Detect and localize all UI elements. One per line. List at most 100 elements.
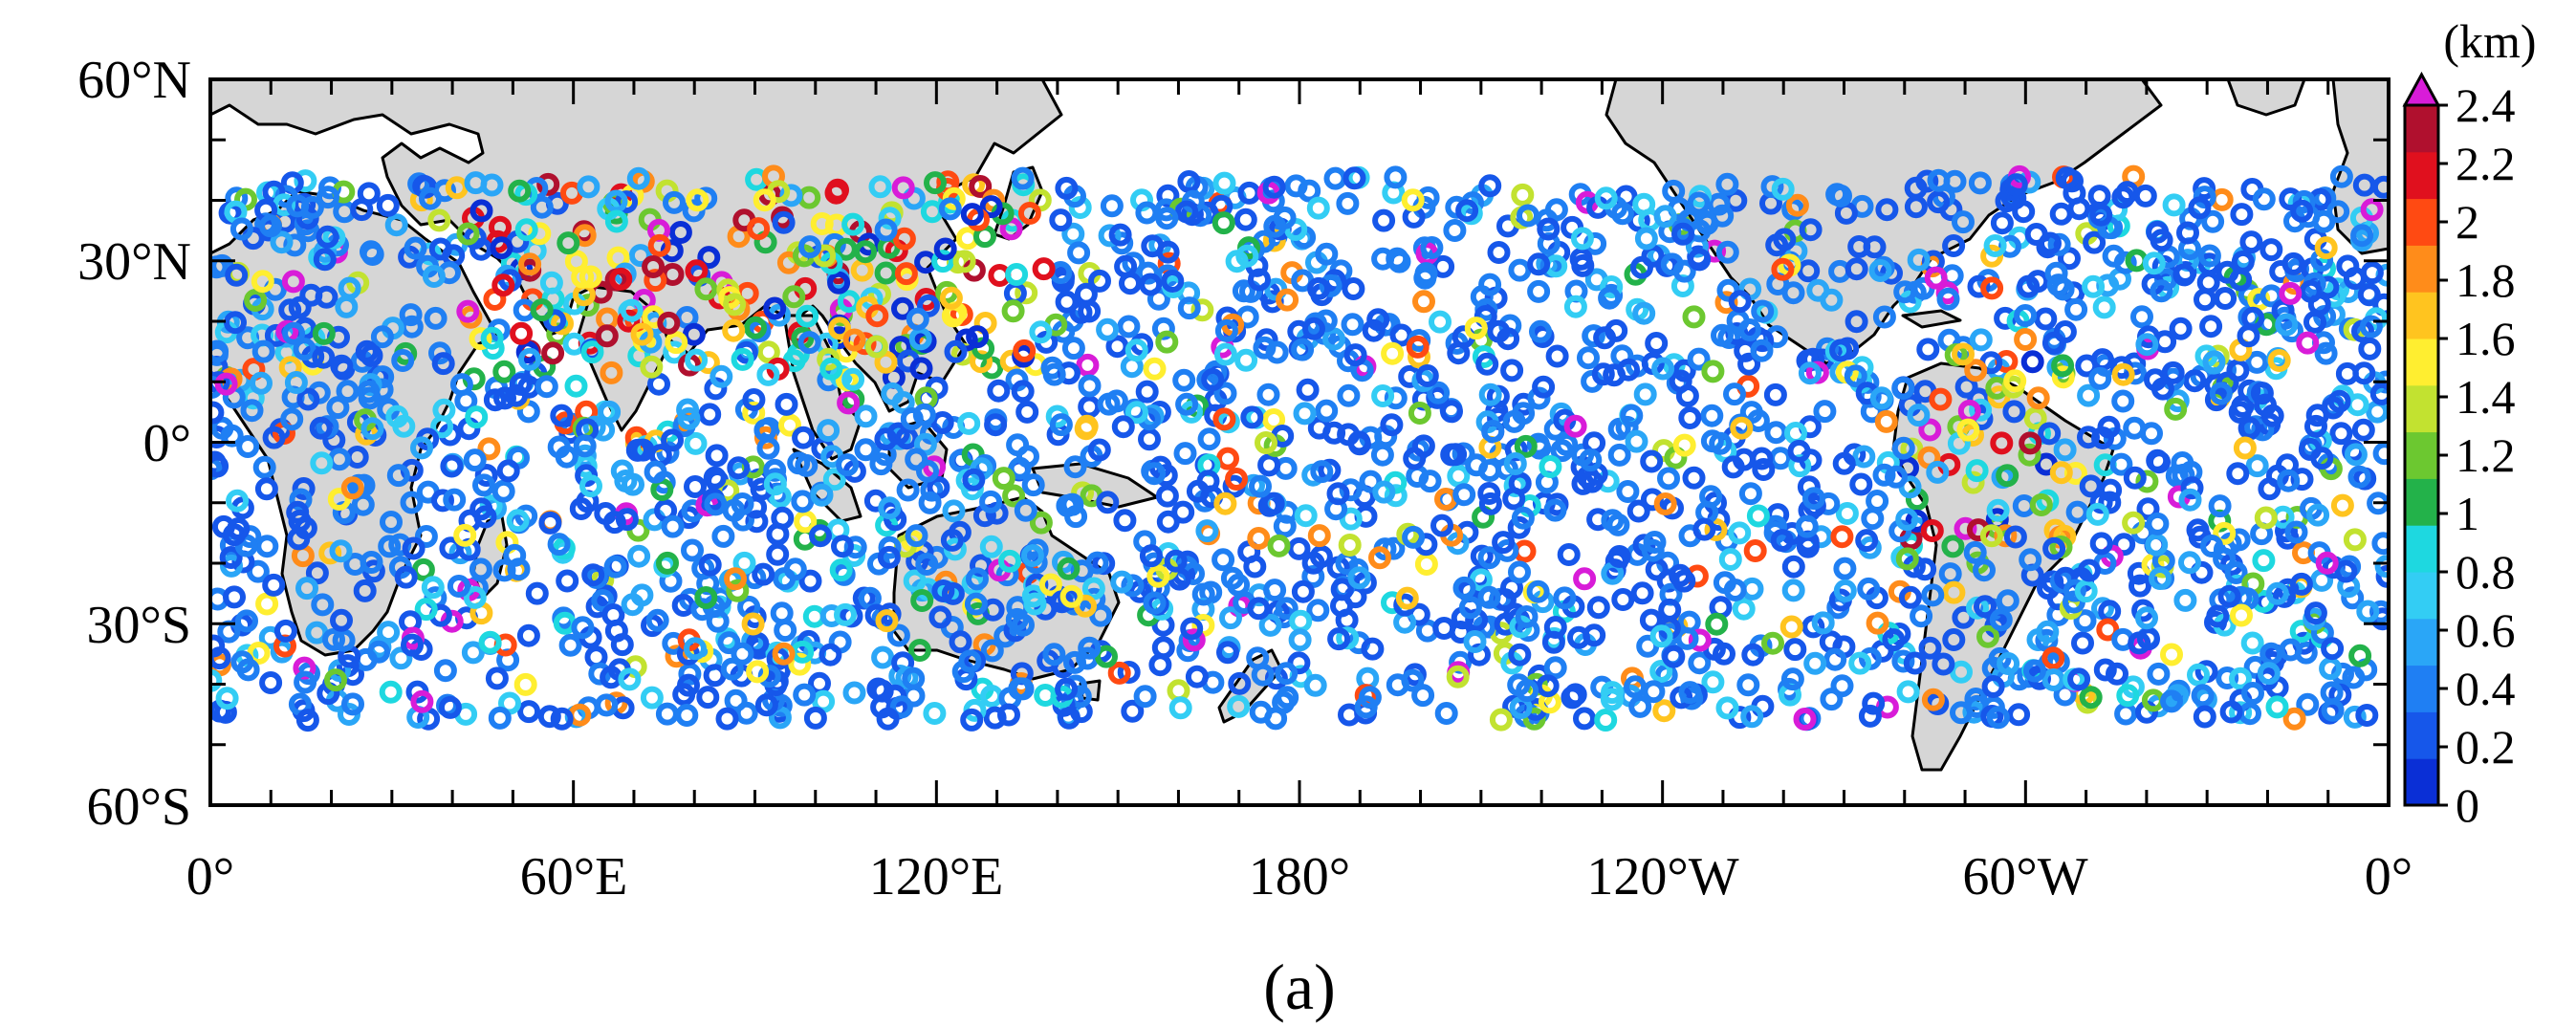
- observation-point: [1406, 335, 1430, 359]
- observation-point: [1306, 599, 1330, 623]
- observation-point: [2089, 532, 2113, 556]
- observation-point: [1059, 584, 1083, 608]
- observation-point: [771, 506, 795, 530]
- observation-point: [2116, 684, 2140, 708]
- observation-point: [1896, 680, 1920, 704]
- observation-point: [960, 203, 984, 227]
- observation-point: [464, 171, 488, 195]
- observation-point: [1246, 646, 1270, 670]
- observation-point: [912, 403, 936, 426]
- observation-point: [924, 171, 947, 195]
- observation-point: [1537, 217, 1561, 241]
- observation-point: [2201, 209, 2225, 233]
- observation-point: [300, 195, 324, 219]
- observation-point: [1055, 290, 1079, 314]
- observation-point: [1600, 275, 1624, 298]
- observation-point: [1737, 318, 1761, 341]
- observation-point: [262, 573, 286, 597]
- observation-point: [252, 455, 276, 479]
- observation-point: [1522, 707, 1546, 731]
- observation-point: [292, 477, 316, 500]
- observation-point: [1309, 545, 1333, 568]
- observation-point: [1478, 273, 1502, 296]
- observation-point: [1543, 616, 1567, 639]
- observation-point: [1844, 364, 1867, 388]
- observation-point: [2193, 177, 2216, 201]
- observation-point: [1248, 268, 1271, 292]
- observation-point: [685, 348, 709, 372]
- observation-point: [2164, 397, 2188, 421]
- observation-point: [2265, 695, 2289, 719]
- observation-point: [2341, 586, 2365, 610]
- observation-point: [2029, 493, 2053, 516]
- observation-point: [618, 667, 642, 691]
- observation-point: [539, 271, 563, 295]
- observation-point: [440, 454, 464, 478]
- colorbar-label: 1: [2456, 487, 2479, 540]
- observation-point: [783, 557, 807, 581]
- observation-point: [537, 705, 561, 729]
- observation-point: [1669, 563, 1692, 587]
- observation-point: [1980, 276, 2004, 300]
- observation-point: [2202, 350, 2226, 374]
- observation-point: [1891, 436, 1915, 460]
- observation-point: [1512, 402, 1536, 426]
- observation-point: [1336, 626, 1360, 650]
- observation-point: [2303, 601, 2327, 625]
- observation-point: [1225, 468, 1248, 491]
- observation-point: [1247, 597, 1271, 621]
- observation-point: [1001, 299, 1025, 323]
- observation-point: [2130, 305, 2153, 329]
- observation-point: [385, 404, 409, 428]
- observation-point: [283, 233, 307, 257]
- observation-point: [1372, 208, 1396, 232]
- observation-point: [1042, 362, 1066, 386]
- observation-point: [1414, 262, 1438, 286]
- observation-point: [1061, 337, 1085, 361]
- observation-point: [1216, 447, 1239, 470]
- observation-point: [1974, 595, 1997, 619]
- observation-point: [1168, 696, 1192, 720]
- observation-point: [642, 255, 666, 278]
- observation-point: [810, 212, 834, 235]
- observation-point: [251, 339, 275, 363]
- observation-point: [376, 193, 400, 217]
- observation-point: [828, 317, 852, 340]
- observation-point: [753, 418, 777, 442]
- colorbar-segment: [2405, 572, 2438, 620]
- observation-point: [923, 702, 947, 725]
- observation-point: [431, 489, 454, 513]
- observation-point: [2369, 600, 2389, 623]
- observation-point: [1941, 535, 1965, 558]
- observation-point: [1692, 517, 1716, 541]
- observation-point: [877, 545, 901, 569]
- observation-point: [1049, 208, 1073, 232]
- observation-point: [341, 692, 364, 716]
- observation-point: [2098, 491, 2122, 514]
- observation-point: [1550, 439, 1574, 463]
- observation-point: [1916, 338, 1940, 361]
- observation-point: [1347, 566, 1371, 590]
- x-tick-label: 60°E: [520, 847, 628, 907]
- observation-point: [1306, 196, 1330, 220]
- observation-point: [1212, 171, 1236, 195]
- observation-point: [1866, 611, 1889, 635]
- observation-point: [1015, 400, 1039, 424]
- observation-point: [875, 609, 899, 633]
- observation-point: [1743, 539, 1767, 562]
- observation-point: [1475, 352, 1499, 376]
- observation-point: [1952, 342, 1975, 366]
- observation-point: [1151, 317, 1175, 340]
- observation-point: [868, 175, 892, 199]
- observation-point: [1139, 544, 1163, 568]
- observation-point: [896, 478, 920, 502]
- observation-point: [2245, 350, 2269, 374]
- observation-point: [469, 327, 492, 351]
- observation-point: [614, 470, 638, 492]
- observation-point: [1932, 652, 1955, 676]
- observation-point: [210, 255, 229, 279]
- observation-point: [604, 209, 628, 233]
- observation-point: [741, 612, 765, 636]
- colorbar-label: 1.6: [2456, 312, 2516, 365]
- observation-point: [757, 665, 781, 688]
